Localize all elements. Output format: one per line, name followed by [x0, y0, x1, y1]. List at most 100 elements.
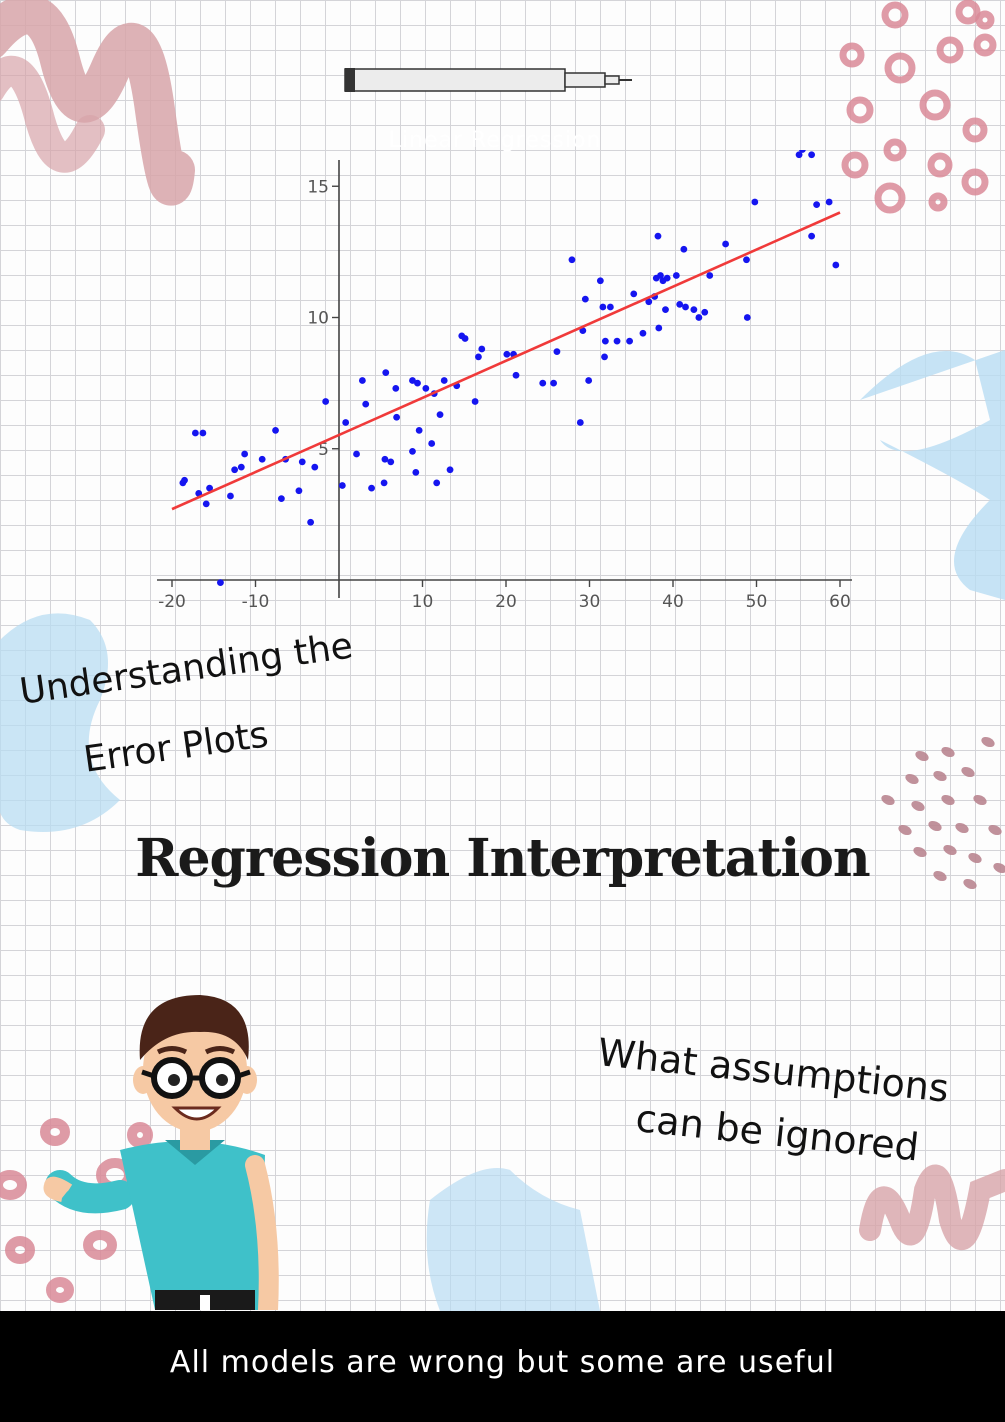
x-tick-label: 60 — [829, 592, 851, 612]
page-title: Regression Interpretation — [135, 828, 870, 889]
data-point — [409, 377, 416, 384]
decor-dash — [941, 746, 955, 758]
x-tick-label: 50 — [746, 592, 768, 612]
data-point — [461, 335, 469, 342]
data-point — [206, 484, 213, 492]
data-point — [338, 482, 346, 489]
data-point — [237, 463, 245, 471]
data-point — [706, 272, 714, 279]
data-point — [181, 476, 188, 484]
data-point — [655, 324, 663, 332]
decor-ring — [839, 42, 865, 68]
data-point — [751, 198, 759, 206]
data-point — [311, 463, 319, 471]
decor-ring — [846, 96, 874, 124]
data-point — [191, 429, 199, 437]
pen-caption: Linear Regression — [388, 128, 602, 153]
data-point — [601, 337, 609, 345]
data-point — [606, 303, 614, 311]
decor-dash — [928, 820, 942, 832]
footer-quote: All models are wrong but some are useful — [169, 1345, 836, 1380]
blue-scribble-left — [0, 613, 120, 832]
data-point — [381, 455, 389, 463]
decor-ring — [919, 89, 951, 121]
data-point — [231, 466, 239, 474]
decor-dash — [913, 846, 927, 858]
data-point — [808, 151, 816, 159]
x-tick-label: 20 — [495, 592, 517, 612]
x-tick-label: 40 — [662, 592, 684, 612]
data-point — [362, 400, 370, 408]
data-point — [601, 353, 608, 361]
data-point — [596, 277, 604, 285]
data-point — [272, 426, 279, 434]
decor-ring — [975, 10, 995, 30]
data-point — [277, 495, 285, 503]
decor-ring — [884, 52, 916, 84]
data-point — [695, 314, 703, 321]
data-point — [626, 337, 633, 345]
decor-dash — [911, 800, 925, 812]
decor-dash — [973, 794, 987, 806]
data-point — [392, 384, 400, 392]
data-point — [568, 256, 576, 264]
data-point — [639, 329, 647, 337]
data-point — [581, 295, 589, 303]
data-point — [585, 377, 593, 384]
decor-dash — [961, 766, 975, 778]
data-point — [358, 377, 366, 384]
data-point — [813, 201, 821, 209]
data-point — [195, 489, 203, 497]
blue-scribble-bottom — [426, 1168, 600, 1311]
data-point — [550, 379, 557, 387]
x-tick-label: -20 — [158, 592, 186, 612]
x-tick-label: 10 — [412, 592, 434, 612]
data-point — [832, 261, 840, 269]
data-point — [227, 492, 234, 500]
decor-dash — [941, 794, 955, 806]
data-point — [478, 345, 486, 353]
data-point — [512, 371, 520, 379]
data-point — [825, 198, 833, 206]
data-point — [654, 232, 662, 240]
data-point — [799, 150, 806, 153]
data-point — [663, 274, 671, 282]
decor-dash — [898, 824, 912, 836]
data-point — [440, 377, 448, 384]
data-point — [553, 348, 561, 356]
decor-dash — [905, 773, 919, 785]
data-point — [743, 314, 751, 321]
data-point — [353, 450, 360, 458]
data-point — [436, 411, 444, 419]
regression-line — [171, 211, 841, 511]
data-point — [380, 479, 388, 487]
decor-ring — [928, 192, 948, 212]
data-point — [241, 450, 249, 458]
decor-ring — [955, 0, 981, 25]
decor-dash — [981, 736, 995, 748]
data-point — [298, 458, 306, 466]
data-point — [258, 455, 266, 463]
x-tick-label: 30 — [579, 592, 601, 612]
decor-ring — [961, 168, 989, 196]
decor-dash — [881, 794, 895, 806]
data-point — [393, 413, 401, 421]
data-point — [446, 466, 454, 474]
data-point — [808, 232, 816, 240]
decor-dash — [943, 844, 957, 856]
data-point — [409, 447, 416, 455]
data-point — [576, 419, 584, 426]
data-point — [701, 308, 709, 316]
data-point — [368, 484, 375, 492]
data-point — [579, 327, 587, 335]
scatter-chart: -20 -10 10 20 30 40 50 60 5 10 15 — [157, 150, 852, 612]
data-point — [722, 240, 730, 248]
data-point — [342, 419, 350, 426]
decor-ring — [881, 1, 909, 29]
data-point — [295, 487, 303, 495]
y-tick-label: 15 — [307, 177, 329, 197]
